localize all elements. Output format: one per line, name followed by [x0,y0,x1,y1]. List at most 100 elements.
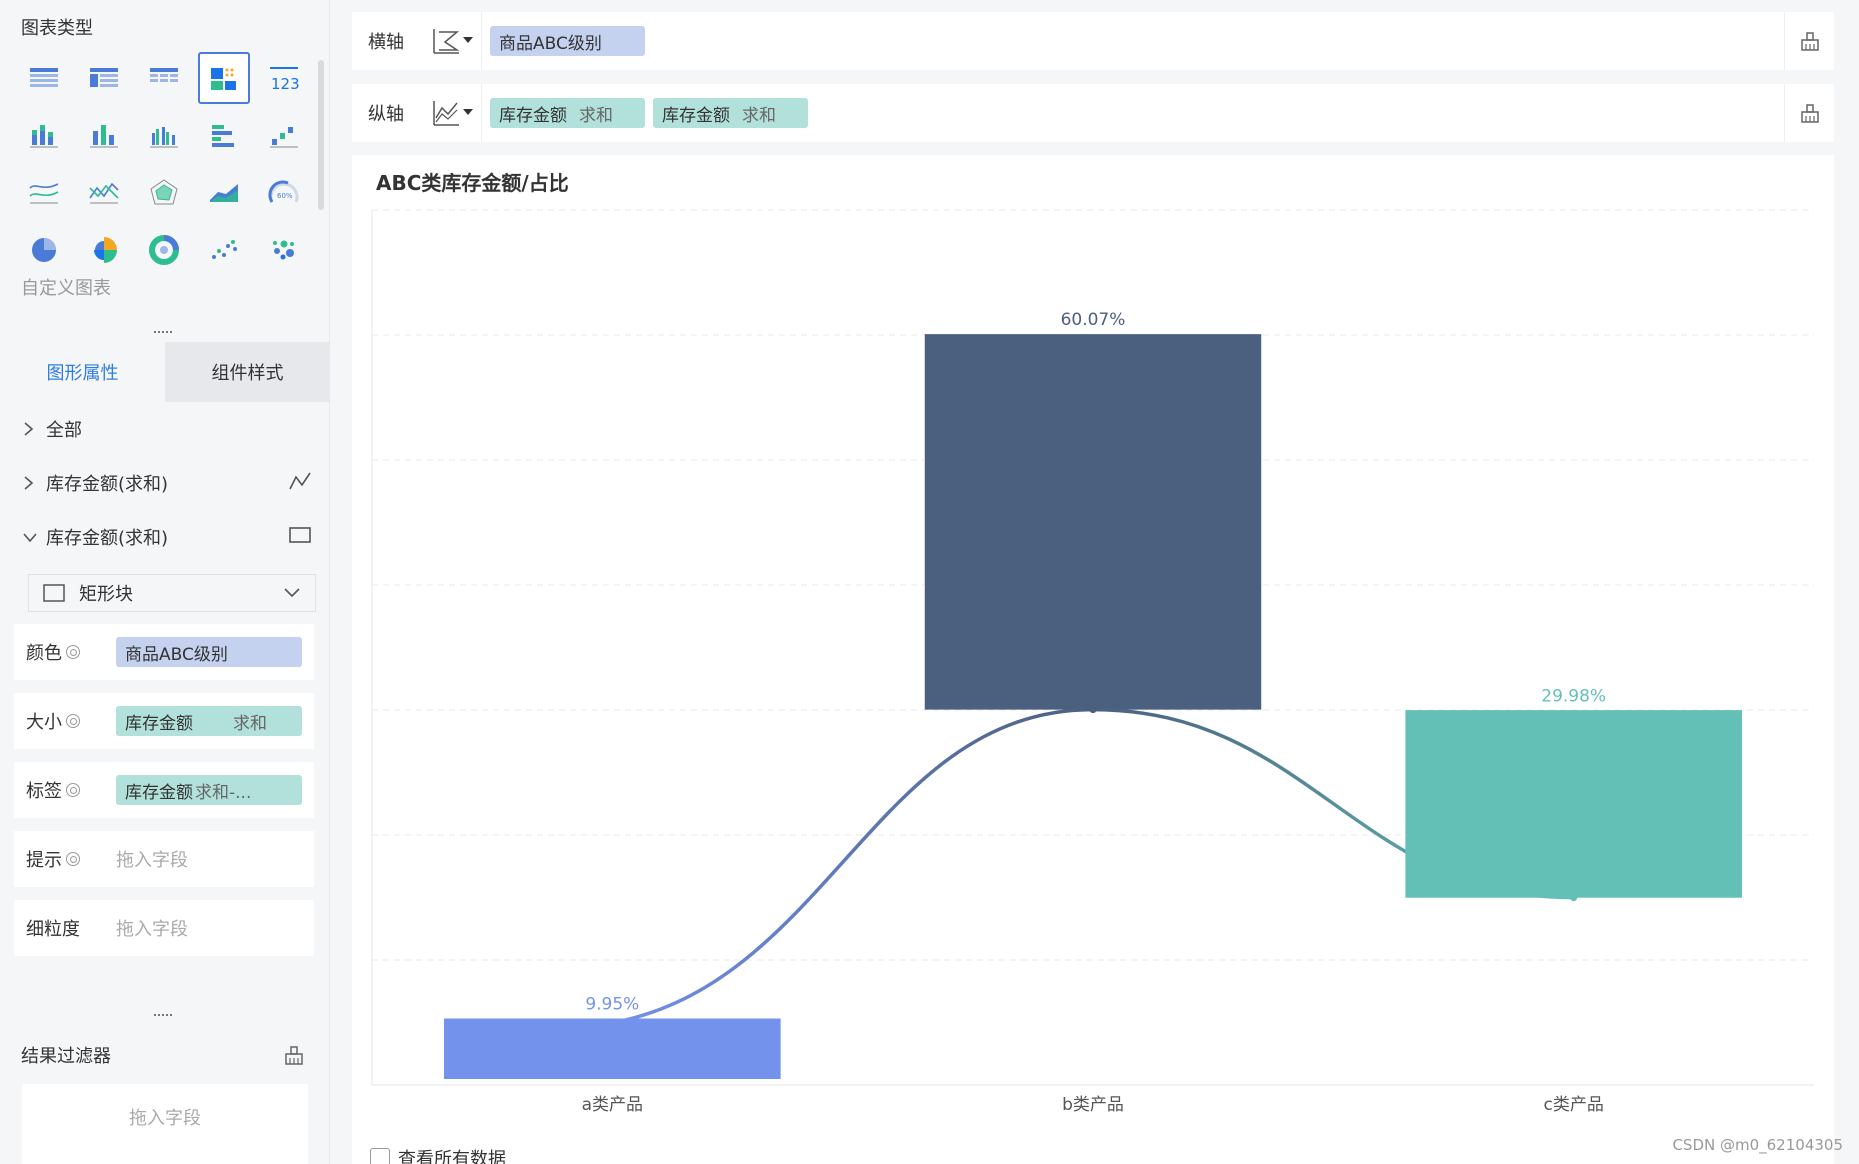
watermark: CSDN @m0_62104305 [1672,1136,1843,1154]
panel-resize-handle[interactable] [154,1014,174,1020]
property-row-all[interactable]: 全部 [22,411,312,447]
chart-type-scrollbar[interactable] [318,60,324,210]
granularity-field[interactable]: 细粒度 拖入字段 [14,900,314,956]
y-axis-label: 纵轴 [368,104,404,125]
area-chart-icon[interactable] [198,166,250,218]
tag-field[interactable]: 标签 库存金额 求和-... [14,762,314,818]
tooltip-drop-placeholder: 拖入字段 [116,850,188,871]
radar-icon[interactable] [138,166,190,218]
stacked-bar-icon[interactable] [18,109,70,161]
svg-text:123: 123 [271,75,300,93]
panel-resize-handle[interactable] [154,331,174,337]
size-field-pill[interactable]: 库存金额 求和 [116,706,302,736]
custom-chart-label[interactable]: 自定义图表 [21,278,111,299]
gear-icon[interactable] [66,783,80,797]
x-axis-label: 横轴 [368,32,404,53]
tag-field-pill[interactable]: 库存金额 求和-... [116,775,302,805]
gear-icon[interactable] [66,645,80,659]
line-point-marker-1 [609,1019,616,1026]
rose-pie-icon[interactable] [78,223,130,275]
clear-icon[interactable] [1784,12,1834,70]
y-axis-field-pill[interactable]: 库存金额 求和 [653,98,808,128]
rect-type-icon[interactable] [288,525,312,550]
x-axis-type-toggle[interactable] [422,12,482,70]
shape-type-select[interactable]: 矩形块 [28,574,316,612]
pill-field-name: 库存金额 [499,105,567,126]
color-field-pill[interactable]: 商品ABC级别 [116,637,302,667]
chart-canvas: 9.95% 60.07% 29.98% a类产品 b类产品 c类产品 [371,209,1814,1115]
property-tabs: 图形属性 组件样式 [0,342,330,402]
line-type-icon[interactable] [288,471,312,496]
pill-agg: 求和 [579,105,613,126]
horizontal-bar-icon[interactable] [198,109,250,161]
chart-type-title: 图表类型 [21,18,93,39]
pill-agg: 求和 [233,713,267,734]
chevron-down-icon [284,588,300,598]
pill-agg: 求和-... [195,782,252,803]
chevron-down-icon [22,531,46,543]
view-all-checkbox[interactable] [370,1148,390,1164]
line-point-marker-3 [1570,894,1577,901]
y-axis-bar: 纵轴 库存金额 求和 库存金额 求和 [352,84,1834,142]
gear-icon[interactable] [66,714,80,728]
table-icon[interactable] [18,52,70,104]
grouped-bar-icon[interactable] [138,109,190,161]
ring-chart-icon[interactable] [138,223,190,275]
gauge-icon[interactable]: 60% [258,166,310,218]
line-chart-icon[interactable] [18,166,70,218]
bar-3-overlay [1405,710,1742,898]
x-tick-label: c类产品 [1543,1095,1603,1115]
tab-shape-properties[interactable]: 图形属性 [0,342,165,402]
custom-chart-icon[interactable] [198,52,250,104]
x-axis-bar: 横轴 商品ABC级别 [352,12,1834,70]
data-label: 29.98% [1541,686,1606,706]
pie-chart-icon[interactable] [18,223,70,275]
bubble-icon[interactable] [258,223,310,275]
granularity-label: 细粒度 [26,919,80,940]
property-row-label: 全部 [46,420,82,441]
chart-card: 9.95% 60.07% 29.98% a类产品 b类产品 c类产品 ABC类库存金额/占… [352,155,1834,1164]
shape-type-value: 矩形块 [79,584,133,605]
chevron-right-icon [22,475,46,491]
property-row-series-line[interactable]: 库存金额(求和) [22,465,312,501]
result-filter-title: 结果过滤器 [21,1046,111,1067]
size-field[interactable]: 大小 库存金额 求和 [14,693,314,749]
gear-icon[interactable] [66,852,80,866]
x-axis-field-pill[interactable]: 商品ABC级别 [490,26,645,56]
property-row-series-bar[interactable]: 库存金额(求和) [22,519,312,555]
waterfall-icon[interactable] [258,109,310,161]
y-axis-type-toggle[interactable] [422,84,482,142]
svg-text:60%: 60% [277,192,293,200]
x-tick-label: a类产品 [582,1095,643,1115]
dimension-axis-icon [432,29,459,54]
chevron-right-icon [22,421,46,437]
x-tick-label: b类产品 [1062,1095,1124,1115]
clear-icon[interactable] [283,1044,305,1070]
chart-type-grid: 123 60% [18,52,318,280]
view-all-data-toggle[interactable]: 查看所有数据 [370,1145,506,1164]
data-label: 9.95% [585,995,639,1015]
chart-title: ABC类库存金额/占比 [376,171,569,195]
tab-component-style[interactable]: 组件样式 [165,342,330,402]
cross-table-icon[interactable] [78,52,130,104]
left-panel: 图表类型 123 60% 自定义图表 图形属性 组件样式 全部 库存金额(求和) … [0,0,330,1164]
detail-table-icon[interactable] [138,52,190,104]
measure-axis-icon [432,101,459,126]
bar-chart-icon[interactable] [78,109,130,161]
property-row-label: 库存金额(求和) [46,474,169,495]
color-field[interactable]: 颜色 商品ABC级别 [14,624,314,680]
view-all-label: 查看所有数据 [398,1149,506,1164]
pill-field-name: 库存金额 [662,105,730,126]
tooltip-field[interactable]: 提示 拖入字段 [14,831,314,887]
tag-label: 标签 [26,781,62,802]
tooltip-label: 提示 [26,850,62,871]
y-axis-field-pill[interactable]: 库存金额 求和 [490,98,645,128]
clear-icon[interactable] [1784,84,1834,142]
scatter-icon[interactable] [198,223,250,275]
multi-line-icon[interactable] [78,166,130,218]
result-filter-dropzone[interactable]: 拖入字段 [22,1084,308,1164]
kpi-icon[interactable]: 123 [258,52,310,104]
line-point-marker-2 [1090,706,1096,713]
bar-1-overlay [444,1018,781,1079]
